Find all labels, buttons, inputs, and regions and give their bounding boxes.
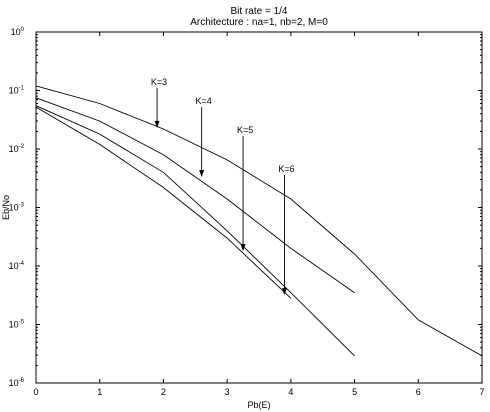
annotation-arrowhead-k-4: [199, 170, 205, 178]
annotation-label-k-6: K=6: [278, 164, 294, 174]
y-tick-label: 10-3: [9, 203, 25, 213]
y-tick-label: 10-2: [9, 144, 25, 154]
y-tick-label: 10-4: [9, 261, 25, 271]
y-tick-label: 10-5: [9, 320, 25, 330]
series-line-k-6: [35, 106, 292, 299]
x-tick-label: 0: [33, 387, 38, 397]
plot-frame: [35, 31, 483, 384]
annotation-label-k-5: K=5: [237, 125, 253, 135]
x-tick-label: 2: [161, 387, 166, 397]
chart-subtitle: Architecture : na=1, nb=2, M=0: [190, 17, 328, 28]
series-line-k-3: [35, 85, 483, 357]
annotation-arrowhead-k-6: [281, 287, 287, 295]
x-axis-label: Pb(E): [247, 400, 270, 410]
x-tick-label: 3: [225, 387, 230, 397]
y-tick-label: 10-6: [9, 378, 25, 388]
x-tick-label: 6: [416, 387, 421, 397]
annotation-arrowhead-k-3: [154, 120, 160, 128]
annotation-label-k-4: K=4: [196, 96, 212, 106]
x-tick-label: 4: [288, 387, 293, 397]
annotation-arrowhead-k-5: [240, 244, 246, 252]
chart-title: Bit rate = 1/4: [230, 6, 288, 17]
x-tick-label: 1: [97, 387, 102, 397]
series-line-k-4: [35, 97, 355, 294]
series-line-k-5: [35, 105, 355, 357]
x-tick-label: 7: [479, 387, 484, 397]
y-tick-label: 10-1: [9, 86, 25, 96]
annotation-label-k-3: K=3: [151, 77, 167, 87]
x-tick-label: 5: [352, 387, 357, 397]
y-tick-label: 100: [11, 27, 25, 37]
y-axis-label: Eb/No: [1, 195, 11, 220]
